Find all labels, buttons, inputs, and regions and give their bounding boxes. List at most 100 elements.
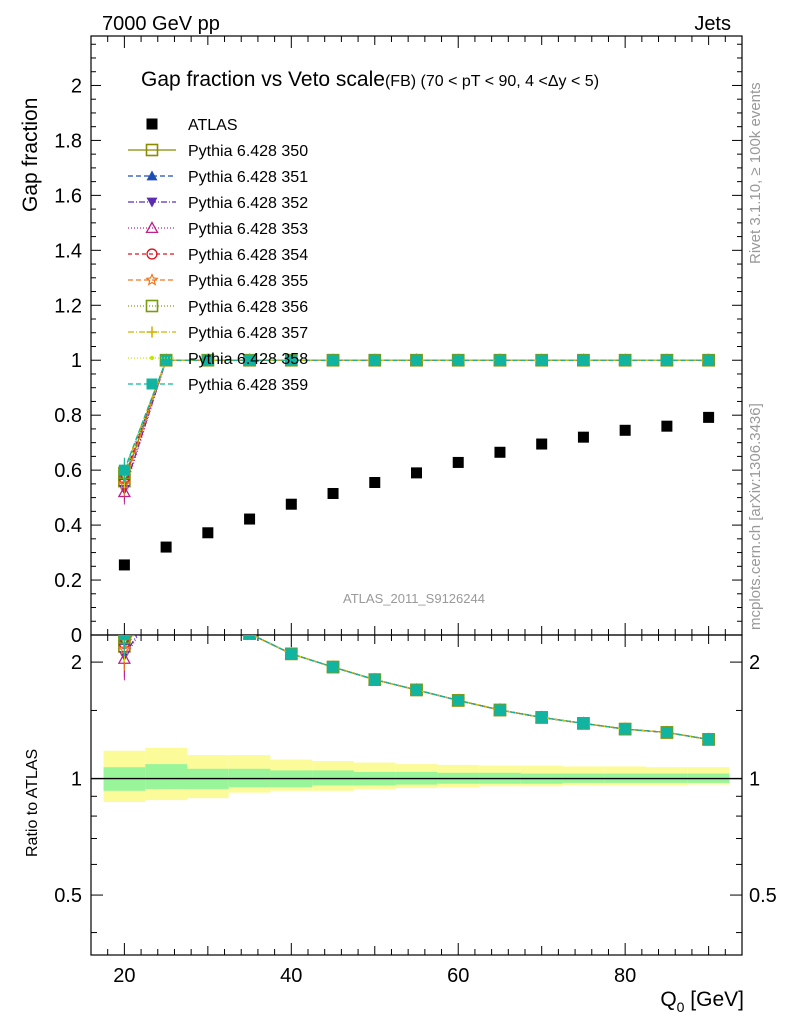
legend-label-Pythia 6.428 359: Pythia 6.428 359 bbox=[188, 377, 308, 394]
mc-point-Pythia 6.428 359 bbox=[285, 354, 297, 366]
ratio-point-Pythia 6.428 359 bbox=[202, 607, 213, 618]
ratio-point-Pythia 6.428 357 bbox=[161, 582, 172, 593]
mc-point-Pythia 6.428 359 bbox=[369, 354, 381, 366]
mc-point-Pythia 6.428 359 bbox=[661, 354, 673, 366]
legend-label-Pythia 6.428 353: Pythia 6.428 353 bbox=[188, 221, 308, 238]
legend-marker-Pythia 6.428 351 bbox=[146, 170, 158, 181]
ratio-tick-label: 1 bbox=[71, 769, 82, 791]
atlas-data-point bbox=[327, 487, 339, 499]
atlas-data-point bbox=[661, 420, 673, 432]
ratio-point-Pythia 6.428 353 bbox=[161, 582, 172, 592]
ratio-line-Pythia 6.428 353 bbox=[123, 635, 709, 741]
mc-point-Pythia 6.428 359 bbox=[118, 464, 130, 476]
mc-point-Pythia 6.428 359 bbox=[411, 354, 422, 366]
ratio-point-Pythia 6.428 355 bbox=[161, 582, 171, 592]
ratio-point-Pythia 6.428 351 bbox=[161, 582, 172, 592]
legend-marker-Pythia 6.428 350 bbox=[145, 143, 159, 157]
atlas-data-point bbox=[494, 446, 506, 458]
atlas-data-point bbox=[118, 559, 130, 571]
atlas-data-point bbox=[703, 411, 715, 423]
header-process: Jets bbox=[694, 13, 731, 35]
legend-marker-Pythia 6.428 352 bbox=[146, 197, 158, 208]
mc-point-Pythia 6.428 359 bbox=[703, 354, 715, 366]
mc-point-Pythia 6.428 353 bbox=[117, 485, 131, 498]
atlas-data-point bbox=[577, 431, 589, 443]
ratio-line-Pythia 6.428 357 bbox=[124, 635, 709, 741]
ratio-point-Pythia 6.428 359 bbox=[161, 582, 172, 593]
legend: ATLAS Pythia 6.428 350 Pythia 6.428 351 Pyt… bbox=[128, 117, 308, 394]
y-tick-label: 0.2 bbox=[54, 570, 82, 592]
atlas-data-point bbox=[244, 513, 256, 525]
legend-marker-atlas bbox=[146, 118, 158, 130]
y-axis-label: Gap fraction bbox=[19, 98, 42, 212]
ratio-point-Pythia 6.428 358 bbox=[206, 610, 210, 614]
ratio-axis-label: Ratio to ATLAS bbox=[24, 749, 41, 857]
ratio-tick-label: 2 bbox=[71, 652, 82, 674]
legend-marker-Pythia 6.428 355 bbox=[145, 272, 159, 286]
x-axis-label: Q0 [GeV] bbox=[660, 988, 744, 1015]
legend-label-Pythia 6.428 356: Pythia 6.428 356 bbox=[188, 299, 308, 316]
ratio-point-Pythia 6.428 359 bbox=[536, 711, 548, 723]
ratio-line-Pythia 6.428 350 bbox=[123, 635, 709, 741]
chart-title: Gap fraction vs Veto scale(FB) (70 < pT … bbox=[141, 68, 599, 91]
y-tick-label: 0.6 bbox=[54, 460, 82, 482]
legend-label-Pythia 6.428 352: Pythia 6.428 352 bbox=[188, 195, 308, 212]
ratio-point-Pythia 6.428 353 bbox=[202, 607, 213, 617]
y-tick-label: 0.4 bbox=[54, 515, 82, 537]
legend-label-Pythia 6.428 354: Pythia 6.428 354 bbox=[188, 247, 308, 264]
ratio-point-Pythia 6.428 359 bbox=[577, 717, 589, 729]
x-tick-label: 20 bbox=[113, 965, 135, 987]
rivet-version-label: Rivet 3.1.10, ≥ 100k events bbox=[747, 82, 764, 264]
y-tick-label: 0.8 bbox=[54, 405, 82, 427]
y-tick-label: 1.8 bbox=[54, 130, 82, 152]
chart-title-main: Gap fraction vs Veto scale bbox=[141, 68, 385, 91]
ratio-point-Pythia 6.428 359 bbox=[118, 635, 130, 641]
ratio-tick-label-right: 0.5 bbox=[749, 885, 777, 907]
mcplots-label: mcplots.cern.ch [arXiv:1306.3436] bbox=[747, 403, 764, 630]
x-axis-label-main: Q bbox=[660, 988, 676, 1011]
x-axis-label-sub: 0 bbox=[677, 999, 685, 1015]
ratio-point-Pythia 6.428 359 bbox=[494, 704, 506, 716]
legend-marker-Pythia 6.428 356 bbox=[145, 299, 159, 313]
atlas-data-point bbox=[411, 467, 422, 479]
ratio-point-Pythia 6.428 359 bbox=[244, 635, 256, 640]
ratio-point-Pythia 6.428 356 bbox=[161, 582, 172, 593]
ratio-line-Pythia 6.428 355 bbox=[123, 635, 709, 741]
legend-marker-Pythia 6.428 358 bbox=[149, 355, 155, 361]
ratio-point-Pythia 6.428 359 bbox=[619, 723, 631, 735]
mc-point-Pythia 6.428 359 bbox=[619, 354, 631, 366]
ratio-point-Pythia 6.428 359 bbox=[703, 733, 715, 745]
legend-label-Pythia 6.428 350: Pythia 6.428 350 bbox=[188, 143, 308, 160]
ratio-point-Pythia 6.428 352 bbox=[161, 583, 172, 593]
header-energy: 7000 GeV pp bbox=[102, 13, 220, 35]
ratio-point-Pythia 6.428 354 bbox=[161, 582, 171, 592]
legend-label-Pythia 6.428 351: Pythia 6.428 351 bbox=[188, 169, 308, 186]
ratio-line-Pythia 6.428 359 bbox=[124, 635, 709, 741]
legend-marker-Pythia 6.428 357 bbox=[146, 326, 158, 338]
mc-point-Pythia 6.428 359 bbox=[160, 354, 172, 366]
mc-point-Pythia 6.428 359 bbox=[244, 354, 256, 366]
ratio-panel-axes: 20 40 60 80 0.5 0.5 1 1 2 2 bbox=[54, 634, 777, 987]
mc-point-Pythia 6.428 359 bbox=[202, 354, 214, 366]
ratio-point-Pythia 6.428 350 bbox=[202, 607, 213, 618]
x-tick-label: 80 bbox=[614, 965, 636, 987]
ratio-point-Pythia 6.428 359 bbox=[452, 694, 464, 706]
y-tick-label: 1 bbox=[71, 350, 82, 372]
atlas-data-point bbox=[285, 498, 297, 510]
ratio-point-Pythia 6.428 359 bbox=[369, 674, 381, 686]
ratio-tick-label-right: 1 bbox=[749, 769, 760, 791]
x-axis-label-unit: [GeV] bbox=[684, 988, 744, 1011]
ratio-plot-frame bbox=[90, 634, 743, 956]
ratio-point-Pythia 6.428 351 bbox=[202, 607, 213, 617]
y-tick-label: 1.2 bbox=[54, 295, 82, 317]
chart-title-suffix: (FB) (70 < pT < 90, 4 <Δy < 5) bbox=[385, 73, 599, 90]
ratio-point-Pythia 6.428 359 bbox=[661, 726, 673, 738]
legend-label-Pythia 6.428 355: Pythia 6.428 355 bbox=[188, 273, 308, 290]
atlas-data-point bbox=[536, 438, 548, 450]
ratio-uncertainty-bands bbox=[91, 747, 742, 802]
ratio-line-Pythia 6.428 351 bbox=[123, 635, 709, 741]
analysis-watermark: ATLAS_2011_S9126244 bbox=[343, 591, 485, 606]
mc-point-Pythia 6.428 359 bbox=[494, 354, 506, 366]
ratio-line-Pythia 6.428 354 bbox=[123, 635, 709, 741]
ratio-tick-label: 0.5 bbox=[54, 885, 82, 907]
